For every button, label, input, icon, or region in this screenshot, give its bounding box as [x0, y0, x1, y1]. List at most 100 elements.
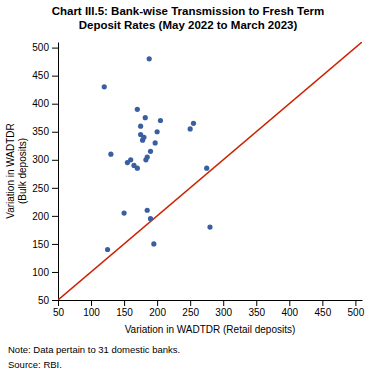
x-tick-label: 250	[182, 307, 199, 318]
y-tick-label: 250	[32, 183, 49, 194]
point	[138, 124, 143, 129]
point	[128, 157, 133, 162]
point	[145, 154, 150, 159]
point	[148, 149, 153, 154]
marks	[58, 42, 362, 300]
y-tick: 500	[32, 42, 58, 53]
point	[155, 129, 160, 134]
point	[143, 115, 148, 120]
x-tick-label: 100	[83, 307, 100, 318]
y-tick: 400	[32, 98, 58, 109]
point	[158, 118, 163, 123]
y-tick-mark	[52, 272, 58, 273]
y-axis-title-line: (Bulk deposits)	[17, 138, 28, 204]
y-tick-mark	[52, 188, 58, 189]
x-tick-mark	[190, 300, 191, 306]
point	[108, 152, 113, 157]
y-axis-title-line: Variation in WADTDR	[5, 123, 16, 219]
y-tick-label: 350	[32, 126, 49, 137]
y-tick-label: 50	[38, 295, 50, 306]
x-tick-label: 400	[281, 307, 298, 318]
x-tick: 300	[215, 300, 232, 318]
x-tick: 250	[182, 300, 199, 318]
y-tick-mark	[52, 300, 58, 301]
point	[121, 210, 126, 215]
y-tick-label: 300	[32, 154, 49, 165]
point	[105, 247, 110, 252]
x-tick: 400	[281, 300, 298, 318]
point	[204, 166, 209, 171]
x-tick: 500	[348, 300, 365, 318]
point	[102, 84, 107, 89]
note: Note: Data pertain to 31 domestic banks.	[8, 344, 180, 355]
y-tick-label: 450	[32, 70, 49, 81]
plot-area: 50 100 150 200 250 300 350 400 450 500 50 100 150 200…	[32, 42, 364, 318]
reference-line	[58, 42, 362, 300]
title: Chart III.5: Bank-wise Transmission to F…	[52, 5, 325, 31]
x-tick-mark	[322, 300, 323, 306]
y-axis-title: Variation in WADTDR(Bulk deposits)	[5, 123, 28, 219]
x-tick-label: 150	[116, 307, 133, 318]
point	[135, 166, 140, 171]
y-tick: 300	[32, 154, 58, 165]
x-tick-label: 350	[248, 307, 265, 318]
point	[191, 121, 196, 126]
x-tick-label: 200	[149, 307, 166, 318]
point	[151, 241, 156, 246]
x-tick: 50	[53, 300, 65, 318]
y-tick-mark	[52, 76, 58, 77]
x-tick-mark	[355, 300, 356, 306]
x-tick: 200	[149, 300, 166, 318]
y-tick-mark	[52, 104, 58, 105]
y-tick: 450	[32, 70, 58, 81]
x-tick-mark	[124, 300, 125, 306]
x-tick-mark	[91, 300, 92, 306]
point	[188, 126, 193, 131]
y-tick-label: 150	[32, 239, 49, 250]
y-axis: 50 100 150 200 250 300 350 400 450 500	[32, 42, 58, 305]
point	[207, 224, 212, 229]
x-tick-mark	[157, 300, 158, 306]
x-tick-mark	[223, 300, 224, 306]
x-tick: 350	[248, 300, 265, 318]
y-tick-label: 100	[32, 267, 49, 278]
y-tick-mark	[52, 160, 58, 161]
y-tick-mark	[52, 244, 58, 245]
y-tick: 50	[38, 295, 58, 306]
point	[141, 135, 146, 140]
y-tick: 200	[32, 211, 58, 222]
x-tick: 450	[315, 300, 332, 318]
point	[135, 107, 140, 112]
y-tick-mark	[52, 216, 58, 217]
source: Source: RBI.	[8, 359, 62, 370]
x-tick-mark	[256, 300, 257, 306]
y-tick-mark	[52, 132, 58, 133]
x-tick-label: 500	[348, 307, 365, 318]
chart: Chart III.5: Bank-wise Transmission to F…	[0, 0, 376, 377]
y-tick-label: 400	[32, 98, 49, 109]
x-tick: 100	[83, 300, 100, 318]
y-tick: 100	[32, 267, 58, 278]
y-tick: 150	[32, 239, 58, 250]
y-tick-label: 200	[32, 211, 49, 222]
y-tick-label: 500	[32, 42, 49, 53]
x-tick-mark	[289, 300, 290, 306]
x-tick-mark	[58, 300, 59, 306]
x-tick-label: 300	[215, 307, 232, 318]
point	[153, 140, 158, 145]
x-axis-title: Variation in WADTDR (Retail deposits)	[125, 324, 296, 335]
title-line: Chart III.5: Bank-wise Transmission to F…	[52, 5, 325, 17]
point	[148, 216, 153, 221]
y-axis-line	[58, 43, 59, 301]
x-tick-label: 50	[53, 307, 65, 318]
y-tick-mark	[52, 48, 58, 49]
x-tick-label: 450	[315, 307, 332, 318]
x-axis-line	[59, 300, 363, 301]
y-tick: 350	[32, 126, 58, 137]
point	[147, 56, 152, 61]
title-line: Deposit Rates (May 2022 to March 2023)	[79, 19, 298, 31]
x-axis: 50 100 150 200 250 300 350 400 450 500	[53, 300, 365, 318]
y-tick: 250	[32, 183, 58, 194]
point	[145, 208, 150, 213]
x-tick: 150	[116, 300, 133, 318]
